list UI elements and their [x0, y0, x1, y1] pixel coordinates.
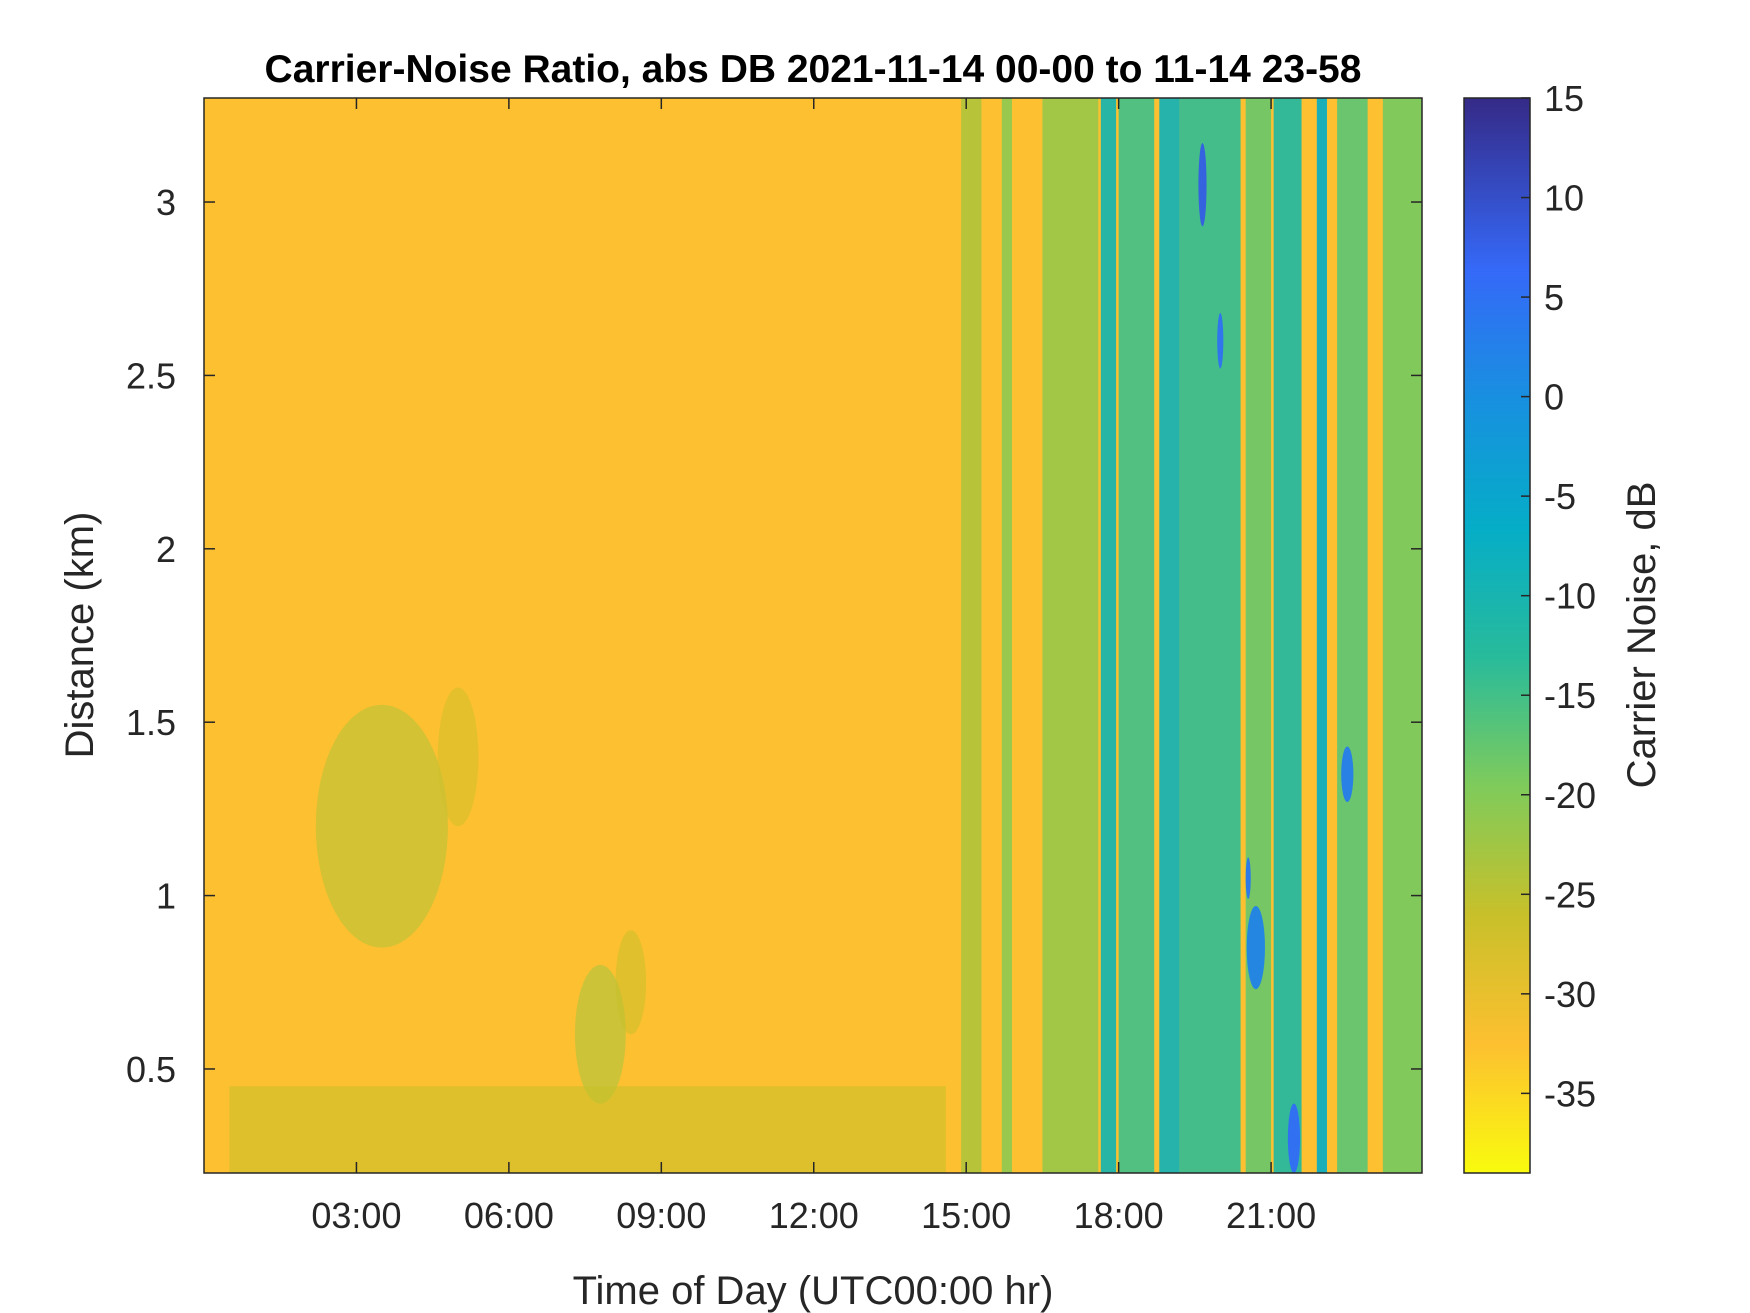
heat-blob-1: [437, 687, 479, 827]
chart-title: Carrier-Noise Ratio, abs DB 2021-11-14 0…: [265, 48, 1362, 91]
y-tick-label-1: 1: [156, 876, 176, 917]
colorbar-axis: 15 10 5 0 -5 -10 -15 -20 -25 -30 -35: [1521, 78, 1596, 1114]
x-tick-label-4: 15:00: [921, 1195, 1011, 1236]
heat-blob-3: [615, 930, 647, 1035]
x-tick-label-3: 12:00: [769, 1195, 859, 1236]
heat-blob-0: [315, 704, 448, 948]
y-axis-label: Distance (km): [58, 512, 102, 759]
y-tick-label-0: 0.5: [126, 1049, 176, 1090]
colorbar-tick-label-2: 5: [1544, 277, 1564, 318]
colorbar-tick-label-9: -30: [1544, 974, 1596, 1015]
plot-frame: [203, 97, 1423, 1174]
heat-band-5: [961, 98, 982, 1173]
x-tick-label-6: 21:00: [1226, 1195, 1316, 1236]
x-tick-label-0: 03:00: [311, 1195, 401, 1236]
heat-patch-20: [1245, 857, 1251, 900]
heat-band-15: [1337, 98, 1368, 1173]
y-tick-label-2: 1.5: [126, 702, 176, 743]
heat-blob-2: [574, 964, 626, 1104]
heat-patch-22: [1341, 746, 1354, 802]
heat-band-10: [1159, 98, 1180, 1173]
heat-patch-18: [1217, 313, 1224, 369]
colorbar: [1463, 97, 1531, 1174]
colorbar-tick-label-6: -15: [1544, 675, 1596, 716]
x-tick-label-2: 09:00: [616, 1195, 706, 1236]
x-tick-label-1: 06:00: [464, 1195, 554, 1236]
x-axis: 03:00 06:00 09:00 12:00 15:00 18:00 21:00: [311, 98, 1316, 1236]
heat-band-14: [1316, 98, 1327, 1173]
heat-patch-21: [1287, 1103, 1301, 1173]
heat-patch-19: [1246, 905, 1265, 990]
colorbar-tick-label-7: -20: [1544, 775, 1596, 816]
y-tick-label-3: 2: [156, 529, 176, 570]
y-tick-label-5: 3: [156, 182, 176, 223]
heat-band-13: [1273, 98, 1302, 1173]
y-tick-label-4: 2.5: [126, 355, 176, 396]
colorbar-tick-label-10: -35: [1544, 1073, 1596, 1114]
x-axis-label: Time of Day (UTC00:00 hr): [573, 1269, 1054, 1313]
colorbar-tick-label-3: 0: [1544, 377, 1564, 418]
heatmap-cells: [229, 98, 1422, 1173]
colorbar-tick-label-1: 10: [1544, 178, 1584, 219]
heat-band-16: [1382, 98, 1422, 1173]
heat-band-9: [1118, 98, 1155, 1173]
colorbar-tick-label-4: -5: [1544, 476, 1576, 517]
heat-layer-4: [229, 1086, 946, 1173]
heat-band-8: [1100, 98, 1117, 1173]
heat-band-6: [1001, 98, 1012, 1173]
heat-band-11: [1179, 98, 1241, 1173]
colorbar-tick-label-8: -25: [1544, 874, 1596, 915]
colorbar-label: Carrier Noise, dB: [1620, 482, 1664, 789]
heat-patch-17: [1198, 143, 1207, 227]
colorbar-tick-label-5: -10: [1544, 576, 1596, 617]
heat-band-12: [1245, 98, 1272, 1173]
y-axis: 0.5 1 1.5 2 2.5 3: [126, 182, 1422, 1090]
x-tick-label-5: 18:00: [1074, 1195, 1164, 1236]
colorbar-tick-label-0: 15: [1544, 78, 1584, 119]
heat-band-7: [1042, 98, 1099, 1173]
